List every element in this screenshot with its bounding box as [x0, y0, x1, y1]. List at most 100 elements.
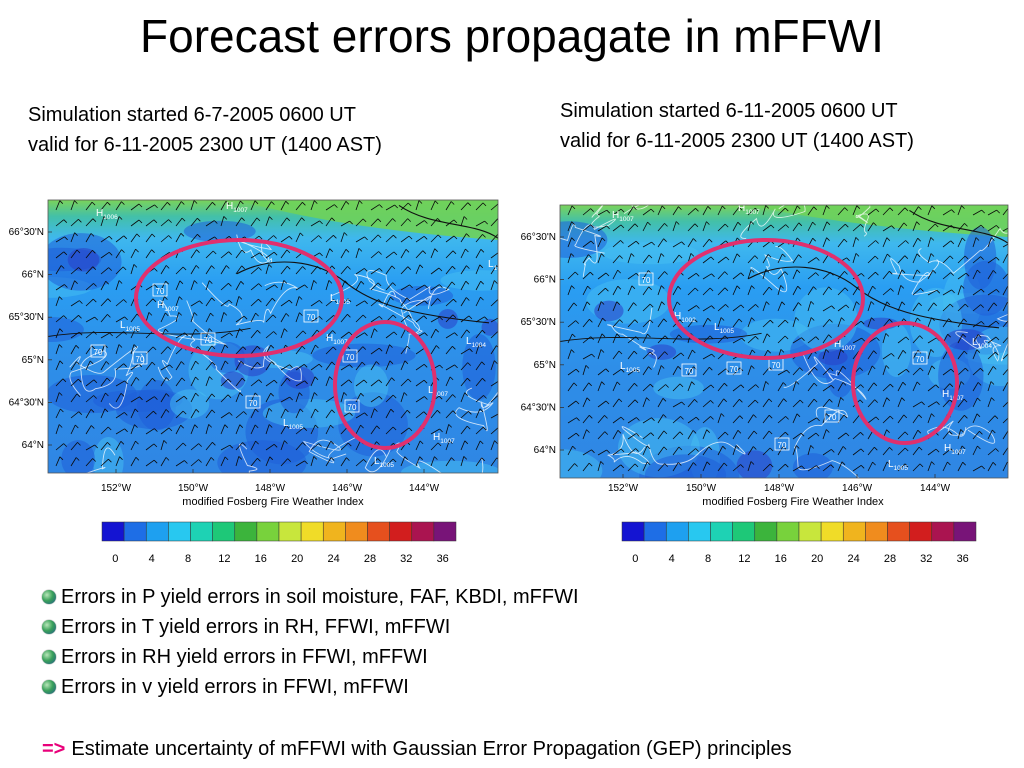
wind-barb-flag	[288, 236, 293, 240]
wind-barb	[430, 442, 439, 451]
wind-barb-flag	[211, 393, 216, 398]
wind-barb	[175, 395, 185, 403]
wind-barb	[280, 377, 288, 387]
wind-barb-flag	[463, 216, 468, 220]
wind-barb-flag	[856, 205, 861, 209]
wind-barb	[717, 431, 726, 440]
wind-barb-flag	[796, 205, 801, 210]
wind-barb-flag	[873, 222, 877, 226]
wind-barb	[310, 424, 316, 435]
wind-barb-flag	[330, 457, 335, 461]
wind-barb	[160, 393, 167, 403]
wind-barb	[597, 461, 602, 472]
wind-barb-flag	[331, 361, 336, 366]
isobar-contour	[455, 387, 498, 432]
wind-barb-flag	[633, 350, 638, 355]
wind-barb	[85, 409, 92, 419]
wind-barb-flag	[135, 248, 139, 253]
wind-barb	[295, 442, 303, 451]
terrain-line	[236, 261, 490, 324]
wind-barb	[325, 299, 334, 307]
wind-barb	[250, 458, 258, 467]
wind-barb	[340, 457, 347, 467]
green-globe-bullet-icon	[42, 650, 56, 664]
wind-barb	[777, 446, 784, 456]
wind-barb	[897, 240, 906, 248]
wind-barb-flag	[94, 444, 98, 449]
wind-barb	[235, 442, 243, 451]
wind-barb	[987, 351, 996, 360]
wind-barb	[160, 265, 167, 275]
wind-barb	[340, 331, 350, 339]
wind-barb	[912, 401, 922, 408]
wind-barb-flag	[302, 442, 306, 446]
wind-barb-flag	[154, 268, 158, 272]
wind-barb-flag	[724, 431, 729, 436]
wind-barb	[475, 264, 481, 275]
wind-barb-flag	[740, 272, 745, 277]
wind-barb-flag	[270, 392, 274, 397]
wind-barb	[957, 415, 965, 424]
wind-barb	[235, 424, 241, 435]
wind-barb-flag	[706, 429, 710, 433]
wind-barb-flag	[874, 255, 879, 260]
colorbar-swatch	[621, 521, 645, 542]
wind-barb	[867, 446, 875, 456]
index-patch	[644, 454, 727, 478]
wind-barb	[490, 413, 498, 419]
wind-barb-flag	[105, 361, 110, 365]
wind-barb-flag	[829, 319, 833, 323]
wind-barb-flag	[256, 217, 261, 222]
wind-barb	[852, 414, 860, 424]
wind-barb-flag	[780, 349, 785, 353]
wind-barb	[475, 296, 481, 307]
wind-barb-flag	[404, 456, 408, 460]
wind-barb	[415, 235, 425, 243]
wind-barb	[190, 234, 198, 243]
wind-barb	[687, 223, 696, 232]
wind-barb	[175, 425, 182, 435]
wind-barb-flag	[133, 344, 138, 348]
wind-barb-flag	[123, 235, 128, 240]
wind-barb-flag	[449, 376, 454, 381]
wind-barb	[325, 376, 330, 387]
wind-barb-flag	[198, 443, 202, 447]
wind-barb-flag	[242, 442, 246, 446]
wind-barb	[642, 417, 652, 424]
wind-barb-flag	[845, 432, 850, 437]
wind-barb-flag	[693, 462, 697, 466]
wind-barb	[310, 443, 319, 451]
wind-barb-flag	[151, 361, 156, 366]
wind-barb	[627, 302, 634, 312]
wind-barb-flag	[74, 232, 78, 236]
wind-barb	[280, 235, 290, 243]
wind-barb	[430, 329, 437, 339]
wind-barb-flag	[165, 280, 169, 285]
wind-barb-flag	[859, 367, 863, 371]
wind-barb-flag	[184, 332, 188, 337]
wind-barb-flag	[211, 409, 216, 414]
wind-barb-flag	[164, 296, 168, 300]
wind-barb	[340, 220, 350, 227]
wind-barb	[612, 448, 622, 456]
wind-barb	[130, 457, 137, 467]
wind-barb	[597, 272, 607, 280]
wind-barb-flag	[93, 331, 97, 335]
wind-barb	[325, 235, 334, 243]
wind-barb	[957, 272, 967, 280]
wind-barb-flag	[315, 408, 319, 413]
wind-barb-flag	[960, 285, 965, 289]
wind-barb	[822, 399, 830, 408]
wind-barb-flag	[949, 431, 953, 435]
wind-barb-flag	[178, 312, 182, 316]
wind-barb-flag	[906, 369, 910, 373]
wind-barb-flag	[826, 221, 831, 226]
wind-barb-flag	[1008, 431, 1011, 434]
wind-barb	[70, 331, 80, 339]
wind-barb-flag	[605, 272, 610, 277]
wind-barb	[912, 221, 917, 232]
low-index-patch	[437, 308, 458, 329]
wind-barb-flag	[633, 302, 637, 306]
colorbar-swatch	[666, 521, 689, 542]
wind-barb	[490, 298, 498, 307]
